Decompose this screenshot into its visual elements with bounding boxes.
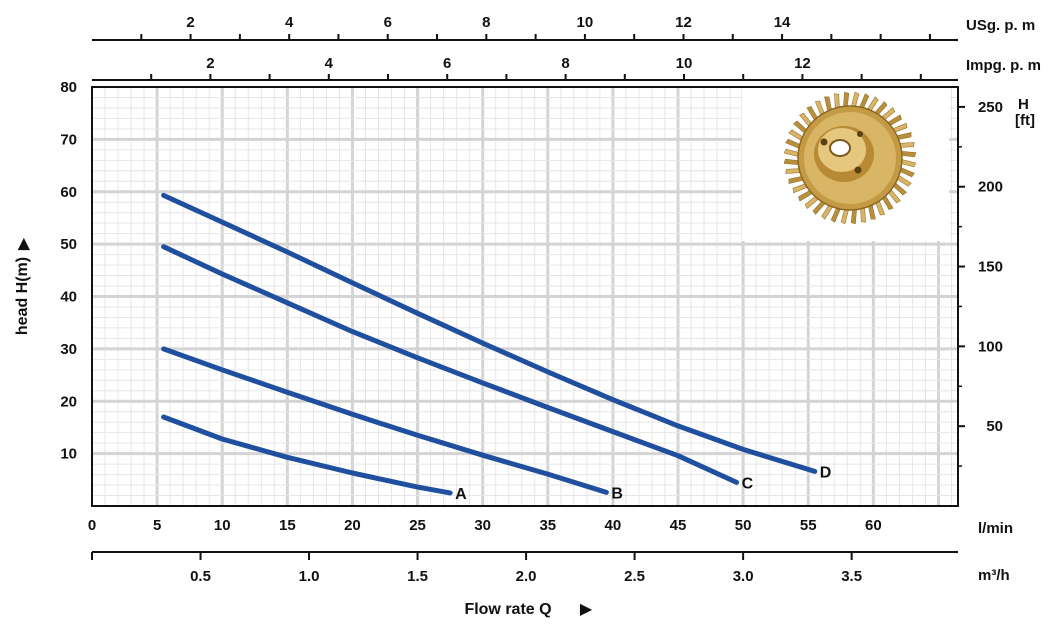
axis-labels: head H(m) ▶ Flow rate Q ▶: [14, 237, 593, 618]
x-lmin-unit: l/min: [978, 520, 1013, 537]
x-m3h-unit: m³/h: [978, 567, 1010, 584]
x-lmin-tick-label: 5: [153, 517, 161, 534]
y-right-unit-bottom: [ft]: [1015, 112, 1035, 129]
x-lmin-tick-label: 60: [865, 517, 882, 534]
x-lmin-tick-label: 35: [539, 517, 556, 534]
x-impgpm-tick-label: 10: [676, 55, 693, 72]
y-right-tick-label: 50: [986, 418, 1003, 435]
series-line-C: [161, 244, 740, 485]
x-impgpm-tick-label: 2: [206, 55, 214, 72]
x-lmin-tick-label: 45: [670, 517, 687, 534]
y-right-tick-label: 200: [978, 179, 1003, 196]
series-label-D: D: [820, 464, 832, 481]
x-m3h-tick-label: 2.5: [624, 568, 645, 585]
x-lmin-tick-label: 15: [279, 517, 296, 534]
series-line-D: [161, 192, 818, 474]
x-usgpm-unit: USg. p. m: [966, 17, 1035, 34]
x-m3h-tick-label: 1.5: [407, 568, 428, 585]
x-m3h-tick-label: 0.5: [190, 568, 211, 585]
x-impgpm-tick-label: 8: [561, 55, 569, 72]
plot-frame: [91, 86, 959, 507]
x-usgpm-tick-label: 2: [186, 14, 194, 31]
y-left-tick-label: 80: [60, 79, 77, 96]
x-axis-arrow: ▶: [580, 601, 593, 618]
x-lmin-tick-label: 30: [474, 517, 491, 534]
x-lmin-tick-label: 50: [735, 517, 752, 534]
series-label-A: A: [455, 486, 467, 503]
x-usgpm-tick-label: 8: [482, 14, 490, 31]
x-lmin-tick-label: 40: [605, 517, 622, 534]
y-axis-title: head H(m): [14, 257, 31, 335]
x-impgpm-unit: Impg. p. m: [966, 57, 1041, 74]
x-usgpm-tick-label: 4: [285, 14, 294, 31]
y-left-tick-label: 50: [60, 236, 77, 253]
series-line-B: [161, 346, 609, 495]
y-right-tick-label: 250: [978, 99, 1003, 116]
x-impgpm-tick-label: 12: [794, 55, 811, 72]
impeller-photo: [742, 86, 949, 241]
y-left-tick-label: 70: [60, 131, 77, 148]
x-m3h-tick-label: 1.0: [299, 568, 320, 585]
x-lmin-tick-label: 20: [344, 517, 361, 534]
y-right-tick-label: 100: [978, 338, 1003, 355]
x-lmin-tick-label: 10: [214, 517, 231, 534]
x-axis-title: Flow rate Q: [464, 601, 551, 618]
series-line-A: [161, 414, 453, 496]
x-impgpm-tick-label: 4: [325, 55, 334, 72]
x-lmin-tick-label: 55: [800, 517, 817, 534]
x-usgpm-tick-label: 6: [384, 14, 392, 31]
y-left-tick-label: 60: [60, 184, 77, 201]
series: A B C D: [161, 192, 832, 503]
series-label-B: B: [611, 485, 623, 502]
x-lmin-tick-label: 0: [88, 517, 96, 534]
x-usgpm-tick-label: 12: [675, 14, 692, 31]
x-m3h-tick-label: 3.5: [841, 568, 862, 585]
x-m3h-tick-label: 3.0: [733, 568, 754, 585]
x-impgpm-tick-label: 6: [443, 55, 451, 72]
series-label-C: C: [742, 475, 754, 492]
y-left-tick-label: 20: [60, 393, 77, 410]
x-lmin-tick-label: 25: [409, 517, 426, 534]
x-usgpm-tick-label: 10: [577, 14, 594, 31]
y-left-tick-label: 30: [60, 341, 77, 358]
y-left-tick-label: 40: [60, 289, 77, 306]
y-left-tick-label: 10: [60, 446, 77, 463]
y-right-tick-label: 150: [978, 259, 1003, 276]
x-usgpm-tick-label: 14: [774, 14, 791, 31]
y-right-unit-top: H: [1018, 96, 1029, 113]
y-axis-arrow: ▶: [15, 237, 32, 250]
x-m3h-tick-label: 2.0: [516, 568, 537, 585]
